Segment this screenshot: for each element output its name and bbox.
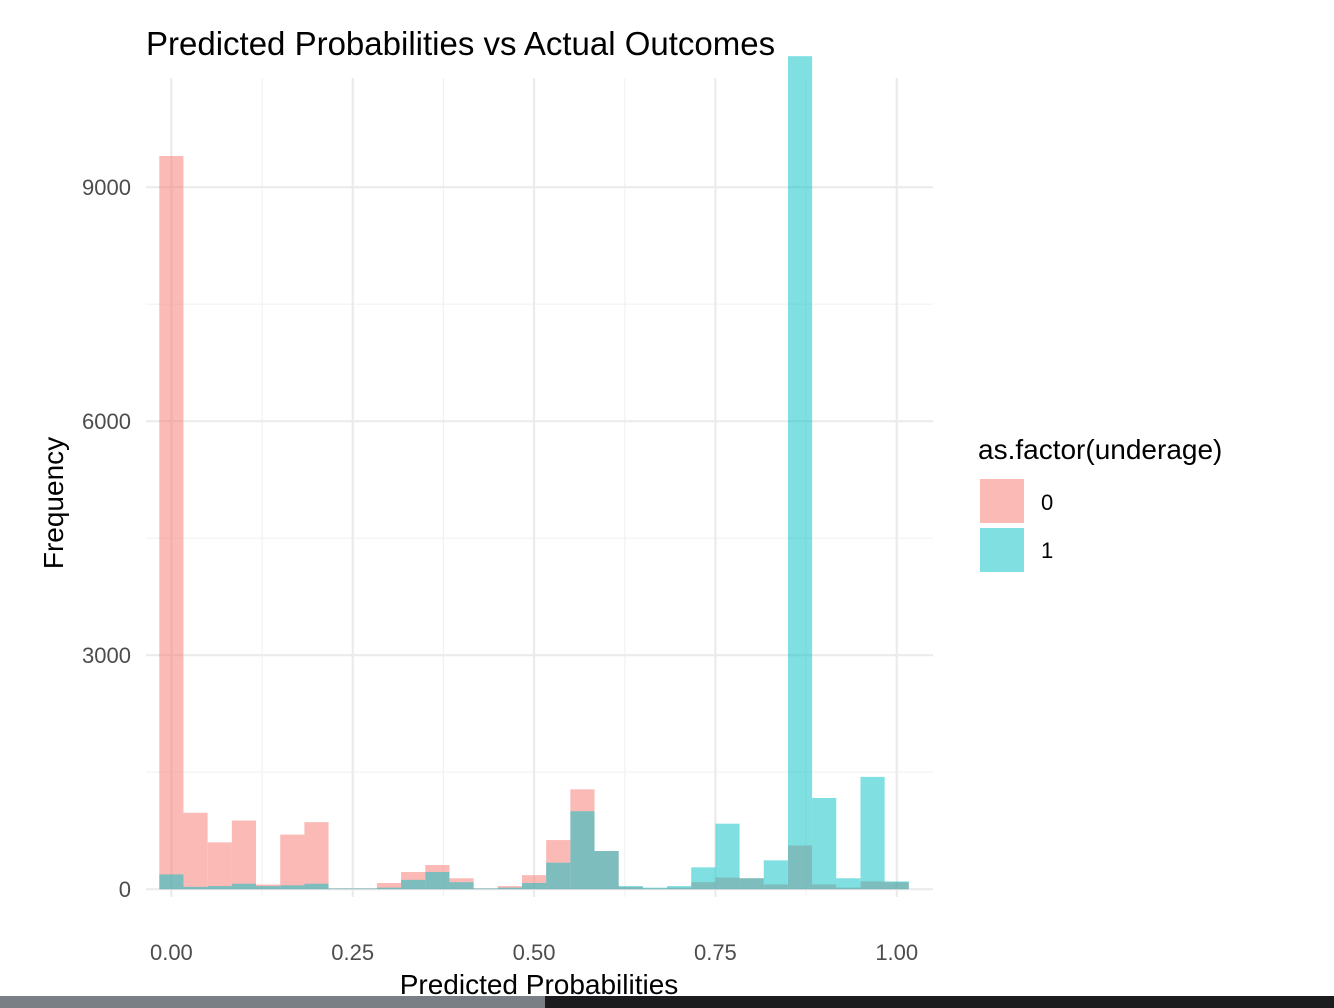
legend-key-0 bbox=[980, 479, 1024, 523]
bar-series-1 bbox=[207, 886, 232, 890]
bar-series-1 bbox=[328, 888, 353, 890]
bar-series-0 bbox=[304, 822, 329, 890]
legend: as.factor(underage) 0 1 bbox=[978, 434, 1222, 572]
bar-series-1 bbox=[280, 885, 305, 890]
legend-label-0: 0 bbox=[1041, 490, 1053, 515]
bar-series-1 bbox=[691, 867, 716, 890]
bar-series-1 bbox=[715, 823, 740, 890]
x-tick-label: 0.00 bbox=[150, 940, 193, 965]
bar-series-0 bbox=[183, 812, 208, 890]
grid-lines bbox=[146, 78, 933, 897]
window-bottom-edge bbox=[0, 996, 1334, 1008]
chart-title: Predicted Probabilities vs Actual Outcom… bbox=[146, 25, 775, 62]
bar-series-1 bbox=[763, 860, 788, 890]
bar-series-1 bbox=[594, 850, 619, 890]
bar-series-1 bbox=[231, 883, 256, 890]
bar-series-1 bbox=[304, 883, 329, 890]
bar-series-1 bbox=[642, 887, 668, 890]
bar-series-1 bbox=[884, 881, 909, 890]
bar-series-1 bbox=[159, 874, 184, 890]
bar-series-0 bbox=[376, 882, 402, 890]
x-tick-label: 0.25 bbox=[331, 940, 374, 965]
bottom-edge-left bbox=[0, 996, 545, 1008]
y-axis-title: Frequency bbox=[38, 437, 69, 569]
bar-series-1 bbox=[449, 882, 474, 890]
bar-series-1 bbox=[425, 872, 450, 890]
bar-series-1 bbox=[546, 862, 571, 890]
bar-series-1 bbox=[836, 878, 861, 890]
y-tick-label: 6000 bbox=[82, 409, 131, 434]
y-tick-label: 9000 bbox=[82, 175, 131, 200]
y-tick-label: 0 bbox=[119, 877, 131, 902]
bar-series-0 bbox=[159, 156, 184, 890]
bar-series-1 bbox=[521, 882, 547, 890]
x-axis-ticks: 0.00 0.25 0.50 0.75 1.00 bbox=[150, 940, 918, 965]
bar-series-1 bbox=[352, 888, 377, 890]
bar-series-0 bbox=[280, 834, 305, 890]
bar-series-1 bbox=[667, 886, 692, 890]
series-1-bars bbox=[159, 56, 909, 890]
bar-series-1 bbox=[473, 888, 498, 890]
bar-series-0 bbox=[207, 842, 232, 890]
bar-series-1 bbox=[787, 56, 813, 890]
legend-label-1: 1 bbox=[1041, 538, 1053, 563]
x-tick-label: 0.50 bbox=[513, 940, 556, 965]
x-axis-title: Predicted Probabilities bbox=[400, 969, 679, 1000]
bar-series-1 bbox=[255, 886, 281, 890]
legend-title: as.factor(underage) bbox=[978, 434, 1222, 465]
bar-series-1 bbox=[183, 886, 208, 890]
bottom-edge-right bbox=[545, 996, 1334, 1008]
bar-series-1 bbox=[570, 811, 595, 890]
bar-series-1 bbox=[812, 797, 837, 890]
legend-key-1 bbox=[980, 528, 1024, 572]
bar-series-1 bbox=[739, 878, 764, 890]
bar-series-1 bbox=[497, 887, 522, 890]
bar-series-1 bbox=[860, 776, 885, 890]
bar-series-0 bbox=[231, 820, 256, 890]
x-tick-label: 1.00 bbox=[875, 940, 918, 965]
x-tick-label: 0.75 bbox=[694, 940, 737, 965]
y-axis-ticks: 0 3000 6000 9000 bbox=[82, 175, 131, 902]
bar-series-1 bbox=[376, 887, 402, 890]
bar-series-1 bbox=[401, 879, 426, 890]
y-tick-label: 3000 bbox=[82, 643, 131, 668]
bar-series-1 bbox=[618, 886, 643, 890]
